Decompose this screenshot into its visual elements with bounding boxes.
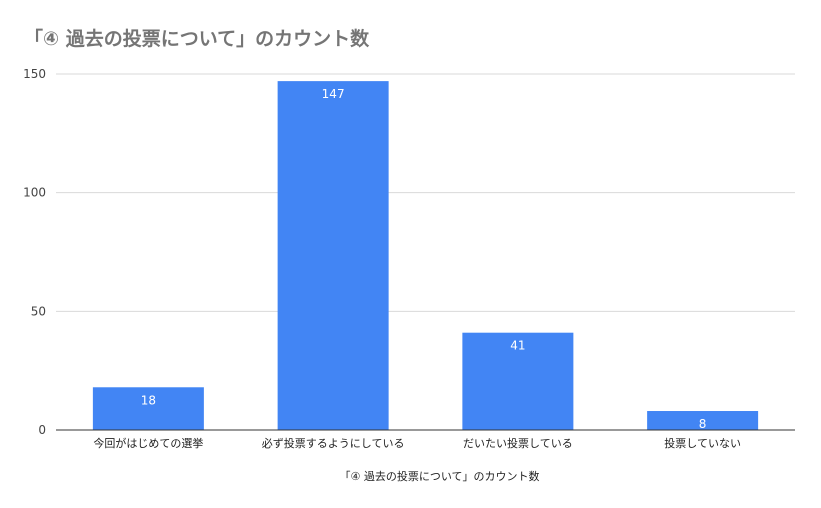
bars: [92, 81, 759, 431]
x-category-label: 今回がはじめての選挙: [93, 436, 203, 450]
data-label: 18: [141, 393, 156, 407]
bar: [647, 411, 759, 430]
data-label: 41: [510, 339, 525, 353]
y-tick-label: 100: [23, 186, 46, 200]
data-label: 147: [322, 87, 345, 101]
y-tick-label: 150: [23, 67, 46, 81]
chart-title: 「④ 過去の投票について」のカウント数: [24, 28, 370, 50]
y-axis-ticks: 0 50 100 150: [23, 67, 46, 437]
y-tick-label: 0: [38, 423, 46, 437]
data-label: 8: [699, 417, 707, 431]
x-axis-categories: 今回がはじめての選挙 必ず投票するようにしている だいたい投票している 投票していない: [93, 436, 741, 450]
bar: [92, 387, 204, 430]
bar: [462, 332, 574, 430]
bar: [277, 81, 389, 431]
x-category-label: 必ず投票するようにしている: [262, 436, 405, 450]
x-axis-label: 「④ 過去の投票について」のカウント数: [339, 469, 539, 483]
y-tick-label: 50: [31, 304, 46, 318]
x-category-label: だいたい投票している: [463, 436, 573, 450]
x-category-label: 投票していない: [664, 436, 741, 450]
gridlines: [56, 73, 795, 312]
data-labels: 18 147 41 8: [141, 87, 707, 431]
